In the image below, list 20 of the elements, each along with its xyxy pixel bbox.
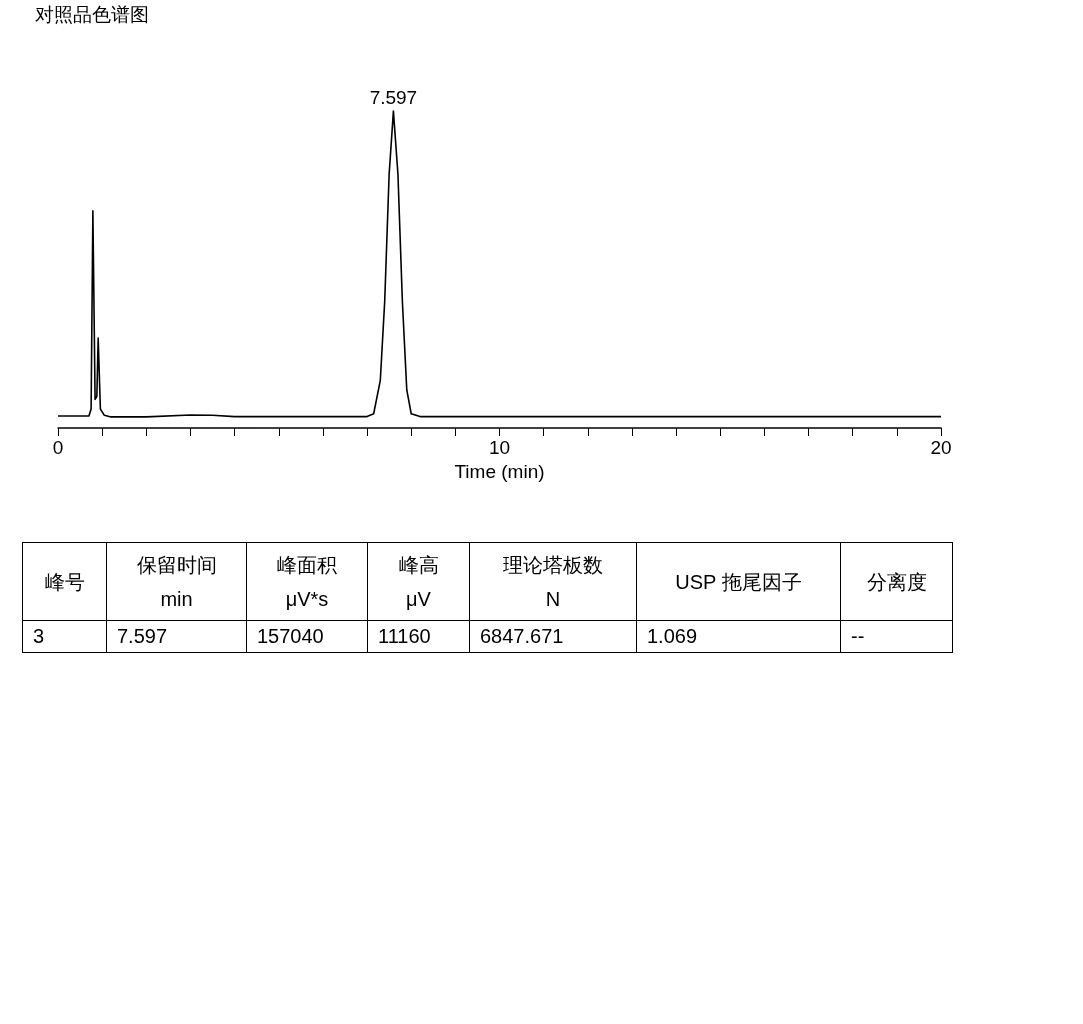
x-tick-label: 10 (488, 437, 511, 458)
text: 11160 (367, 620, 470, 653)
text: 峰号 (22, 542, 107, 621)
text: USP 拖尾因子 (636, 542, 841, 621)
chart-title: 对照品色谱图 (35, 3, 149, 27)
text: 峰高 μV (367, 542, 470, 621)
text: 7.597 (106, 620, 247, 653)
x-axis-title: Time (min) (454, 461, 545, 482)
text: 分离度 (840, 542, 953, 621)
x-tick-label: 0 (52, 437, 64, 458)
text: -- (840, 620, 953, 653)
text: 1.069 (636, 620, 841, 653)
text: 3 (22, 620, 107, 653)
text: 峰面积 μV*s (246, 542, 368, 621)
text: 6847.671 (469, 620, 637, 653)
text: 保留时间 min (106, 542, 247, 621)
x-tick-label: 20 (930, 437, 952, 458)
text: 理论塔板数 N (469, 542, 637, 621)
annotation: 7.597 (369, 87, 418, 109)
text: 157040 (246, 620, 368, 653)
